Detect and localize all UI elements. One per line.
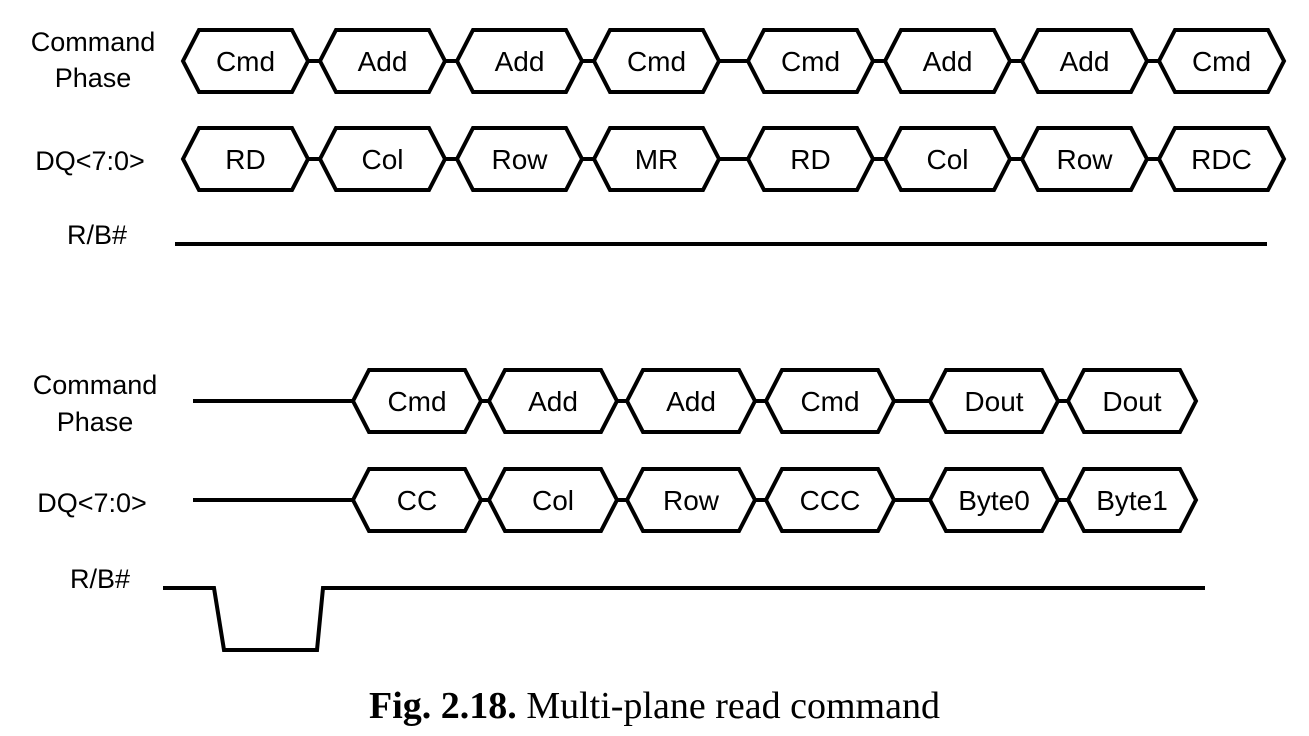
bottom-command-phase-row: Cmd Add Add Cmd Dout Dout [350,368,1199,434]
top-command-phase-box-label: Cmd [781,46,840,77]
top-dq-box-label: RD [790,144,830,175]
top-dq-box-label: RD [225,144,265,175]
bottom-command-phase-box-label: Cmd [800,386,859,417]
bottom-dq-box-label: Byte0 [958,485,1030,516]
bottom-rb-label: R/B# [70,564,130,594]
bottom-command-phase-label-line1: Command [33,370,158,400]
top-command-phase-box [1156,28,1287,94]
top-dq-box-label: RDC [1191,144,1252,175]
top-command-phase-box-label: Add [1060,46,1110,77]
bottom-dq-box-label: CCC [800,485,861,516]
bottom-command-phase-box-label: Add [666,386,716,417]
bottom-dq-box-label: Row [663,485,720,516]
bottom-command-phase-box-label: Add [528,386,578,417]
figure-title: Multi-plane read command [526,685,940,727]
top-rb-label: R/B# [67,220,127,250]
top-command-phase-label-line2: Phase [55,63,132,93]
bottom-command-phase-box-label: Dout [964,386,1023,417]
top-dq-box-label: Col [361,144,403,175]
bottom-dq-box-label: Byte1 [1096,485,1168,516]
top-command-phase-box-label: Add [358,46,408,77]
bottom-dq-row: CC Col Row CCC Byte0 Byte1 [350,467,1199,533]
top-dq-box-label: Row [1056,144,1113,175]
top-dq-box [1156,126,1287,192]
top-command-phase-box-label: Add [923,46,973,77]
top-dq-label: DQ<7:0> [35,146,145,176]
bottom-dq-box [1065,467,1199,533]
top-dq-box-label: MR [635,144,679,175]
bottom-command-phase-box-label: Dout [1102,386,1161,417]
top-dq-box-label: Col [926,144,968,175]
top-command-phase-row: Cmd Add Add Cmd Cmd Add Add Cmd [180,28,1287,94]
bottom-dq-label: DQ<7:0> [37,488,147,518]
top-command-phase-box-label: Add [495,46,545,77]
timing-diagram: Command Phase DQ<7:0> R/B# Cmd Add Add Cmd C… [31,27,1287,652]
top-command-phase-box-label: Cmd [216,46,275,77]
top-command-phase-box-label: Cmd [1192,46,1251,77]
figure-number: Fig. 2.18. [369,685,517,727]
bottom-dq-box-label: CC [397,485,437,516]
bottom-rb-waveform [163,586,1205,652]
bottom-command-phase-label-line2: Phase [57,407,134,437]
bottom-command-phase-box [1065,368,1199,434]
top-dq-box-label: Row [491,144,548,175]
bottom-command-phase-box-label: Cmd [387,386,446,417]
top-command-phase-label-line1: Command [31,27,156,57]
bottom-dq-box-label: Col [532,485,574,516]
top-command-phase-box-label: Cmd [627,46,686,77]
top-dq-row: RD Col Row MR RD Col Row RDC [180,126,1287,192]
figure-caption: Fig. 2.18. Multi-plane read command [0,684,1309,728]
